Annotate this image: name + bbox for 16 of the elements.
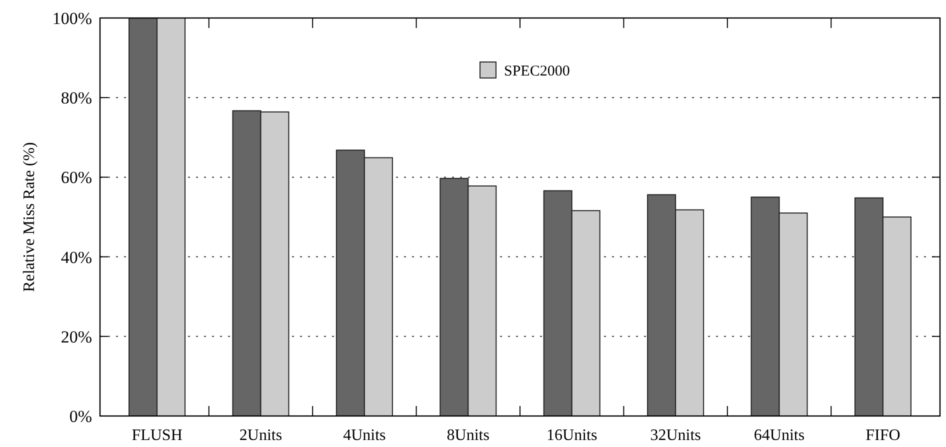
x-tick-label: FIFO [866, 427, 900, 444]
x-tick-label: 32Units [650, 427, 701, 444]
y-tick-label: 100% [52, 8, 92, 28]
y-axis-title: Relative Miss Rate (%) [21, 142, 38, 292]
y-tick-label: 40% [60, 248, 92, 267]
x-tick-label: 8Units [446, 427, 490, 444]
x-tick-label: 4Units [343, 427, 386, 444]
x-tick-label: 16Units [546, 427, 598, 444]
y-tick-label: 80% [60, 88, 92, 108]
x-tick-label: 64Units [754, 427, 805, 444]
x-tick-label: FLUSH [132, 427, 183, 444]
y-tick-label: 0% [69, 406, 92, 426]
legend-label: SPEC2000 [504, 63, 570, 80]
y-tick-label: 20% [60, 327, 92, 346]
x-tick-label: 2Units [239, 427, 282, 444]
y-tick-label: 60% [60, 168, 92, 188]
